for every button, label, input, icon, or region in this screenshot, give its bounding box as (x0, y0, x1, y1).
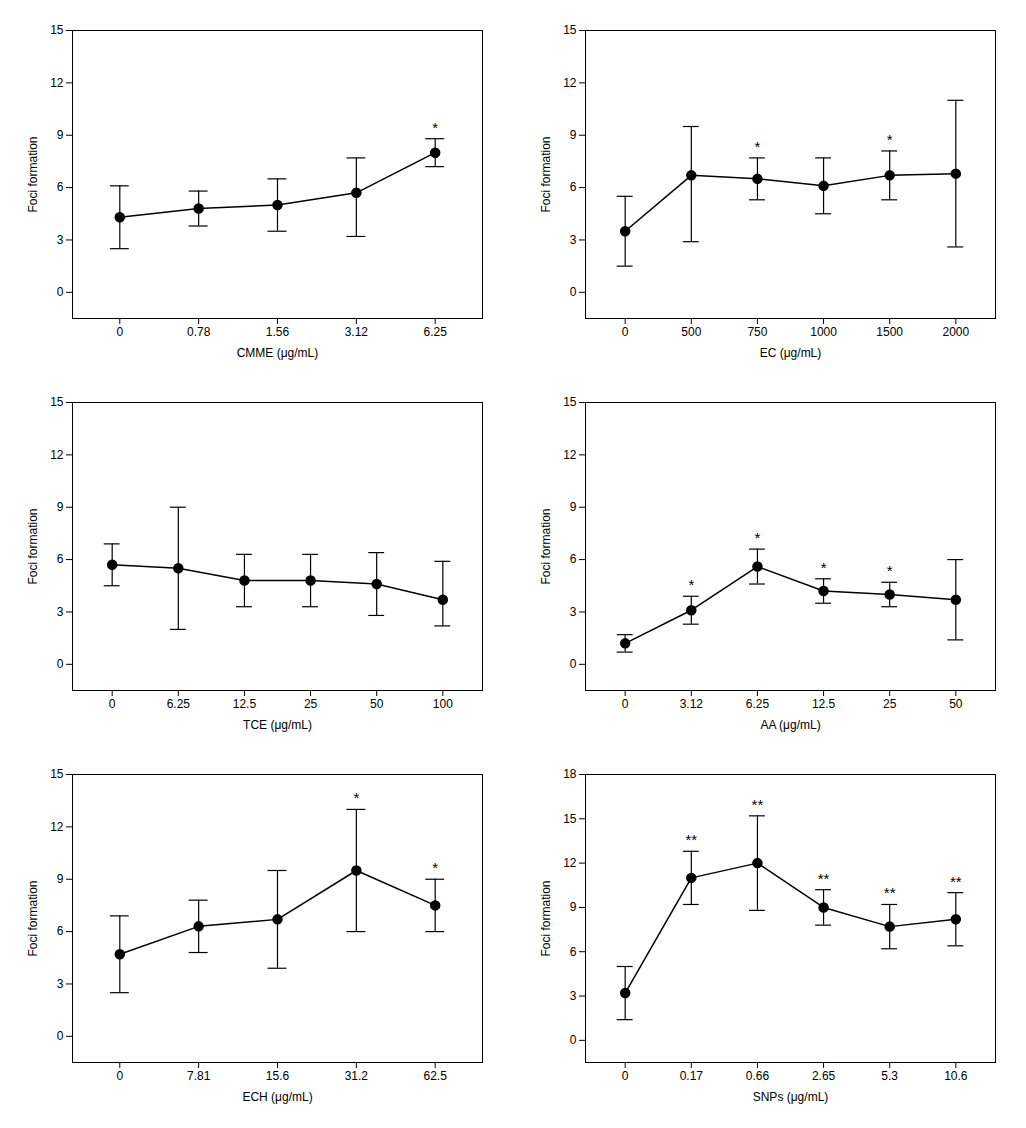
svg-text:0: 0 (56, 657, 63, 671)
svg-text:6.25: 6.25 (745, 697, 769, 711)
svg-text:0.78: 0.78 (186, 325, 210, 339)
svg-text:6: 6 (569, 180, 576, 194)
svg-text:12.5: 12.5 (811, 697, 835, 711)
svg-text:15: 15 (563, 23, 577, 37)
svg-text:Foci formation: Foci formation (539, 508, 553, 584)
svg-text:0: 0 (108, 697, 115, 711)
svg-text:2.65: 2.65 (811, 1069, 835, 1083)
svg-text:9: 9 (56, 128, 63, 142)
svg-text:6: 6 (56, 924, 63, 938)
svg-text:AA (μg/mL): AA (μg/mL) (760, 718, 820, 732)
svg-text:Foci formation: Foci formation (539, 880, 553, 956)
svg-text:*: * (432, 859, 438, 876)
svg-text:12: 12 (563, 448, 577, 462)
svg-text:1000: 1000 (810, 325, 837, 339)
svg-text:0: 0 (621, 325, 628, 339)
svg-text:9: 9 (569, 500, 576, 514)
svg-text:*: * (820, 559, 826, 576)
svg-text:CMME (μg/mL): CMME (μg/mL) (236, 346, 318, 360)
svg-text:0: 0 (116, 1069, 123, 1083)
svg-text:Foci formation: Foci formation (26, 136, 40, 212)
svg-text:62.5: 62.5 (423, 1069, 447, 1083)
svg-text:5.3: 5.3 (881, 1069, 898, 1083)
svg-text:TCE (μg/mL): TCE (μg/mL) (243, 718, 312, 732)
svg-text:6: 6 (56, 180, 63, 194)
svg-text:12.5: 12.5 (232, 697, 256, 711)
svg-text:10.6: 10.6 (944, 1069, 968, 1083)
svg-text:3: 3 (569, 605, 576, 619)
svg-text:25: 25 (303, 697, 317, 711)
svg-text:750: 750 (747, 325, 767, 339)
svg-text:12: 12 (563, 76, 577, 90)
svg-text:**: ** (685, 831, 697, 848)
svg-text:0: 0 (621, 697, 628, 711)
svg-text:12: 12 (50, 76, 64, 90)
svg-text:31.2: 31.2 (344, 1069, 368, 1083)
svg-text:*: * (432, 119, 438, 136)
svg-text:**: ** (751, 796, 763, 813)
svg-text:100: 100 (432, 697, 452, 711)
svg-text:1.56: 1.56 (265, 325, 289, 339)
svg-text:6: 6 (569, 552, 576, 566)
svg-text:3: 3 (569, 989, 576, 1003)
svg-text:3.12: 3.12 (344, 325, 368, 339)
svg-text:0: 0 (56, 1029, 63, 1043)
svg-text:**: ** (883, 884, 895, 901)
svg-text:3: 3 (56, 977, 63, 991)
svg-text:9: 9 (569, 128, 576, 142)
svg-text:EC (μg/mL): EC (μg/mL) (759, 346, 821, 360)
svg-text:*: * (754, 529, 760, 546)
svg-text:3: 3 (569, 233, 576, 247)
svg-text:15: 15 (563, 395, 577, 409)
svg-text:15: 15 (50, 767, 64, 781)
svg-text:7.81: 7.81 (186, 1069, 210, 1083)
svg-text:0.17: 0.17 (679, 1069, 703, 1083)
svg-text:0: 0 (569, 1033, 576, 1047)
svg-text:Foci formation: Foci formation (26, 508, 40, 584)
svg-text:50: 50 (949, 697, 963, 711)
svg-text:12: 12 (563, 856, 577, 870)
svg-text:6.25: 6.25 (166, 697, 190, 711)
svg-text:18: 18 (563, 767, 577, 781)
svg-text:0.66: 0.66 (745, 1069, 769, 1083)
svg-text:*: * (754, 138, 760, 155)
svg-text:ECH (μg/mL): ECH (μg/mL) (242, 1090, 312, 1104)
svg-text:50: 50 (370, 697, 384, 711)
svg-text:3.12: 3.12 (679, 697, 703, 711)
svg-text:*: * (688, 576, 694, 593)
svg-text:9: 9 (569, 900, 576, 914)
svg-text:**: ** (817, 870, 829, 887)
svg-text:12: 12 (50, 448, 64, 462)
svg-text:6: 6 (56, 552, 63, 566)
svg-text:6: 6 (569, 945, 576, 959)
svg-text:*: * (886, 131, 892, 148)
svg-text:0: 0 (56, 285, 63, 299)
svg-text:SNPs (μg/mL): SNPs (μg/mL) (752, 1090, 828, 1104)
svg-text:25: 25 (883, 697, 897, 711)
svg-text:6.25: 6.25 (423, 325, 447, 339)
svg-text:3: 3 (56, 605, 63, 619)
svg-text:Foci formation: Foci formation (26, 880, 40, 956)
svg-text:*: * (886, 562, 892, 579)
svg-text:1500: 1500 (876, 325, 903, 339)
svg-text:0: 0 (569, 657, 576, 671)
svg-text:500: 500 (681, 325, 701, 339)
svg-text:12: 12 (50, 820, 64, 834)
svg-text:*: * (353, 789, 359, 806)
svg-text:**: ** (949, 873, 961, 890)
svg-text:Foci formation: Foci formation (539, 136, 553, 212)
svg-text:0: 0 (116, 325, 123, 339)
svg-text:15: 15 (563, 812, 577, 826)
svg-text:2000: 2000 (942, 325, 969, 339)
svg-text:9: 9 (56, 500, 63, 514)
svg-text:0: 0 (569, 285, 576, 299)
svg-text:15: 15 (50, 395, 64, 409)
svg-text:15: 15 (50, 23, 64, 37)
svg-text:15.6: 15.6 (265, 1069, 289, 1083)
svg-text:3: 3 (56, 233, 63, 247)
svg-text:0: 0 (621, 1069, 628, 1083)
svg-text:9: 9 (56, 872, 63, 886)
